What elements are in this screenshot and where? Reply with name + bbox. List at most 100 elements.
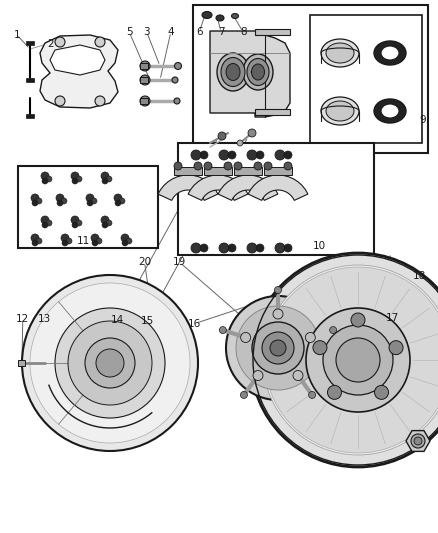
Circle shape xyxy=(256,244,264,252)
Polygon shape xyxy=(406,431,430,451)
Circle shape xyxy=(55,37,65,47)
Bar xyxy=(26,41,34,45)
Circle shape xyxy=(275,287,282,294)
Bar xyxy=(26,78,34,82)
Circle shape xyxy=(102,222,108,228)
Circle shape xyxy=(106,176,112,182)
Bar xyxy=(26,114,34,118)
Ellipse shape xyxy=(232,13,239,19)
Circle shape xyxy=(76,176,82,182)
Circle shape xyxy=(330,327,337,334)
Polygon shape xyxy=(40,35,118,108)
Circle shape xyxy=(41,172,49,180)
Circle shape xyxy=(57,200,63,206)
Circle shape xyxy=(22,275,198,451)
Circle shape xyxy=(30,283,190,443)
Circle shape xyxy=(219,150,229,160)
Circle shape xyxy=(336,338,380,382)
Bar xyxy=(178,143,374,255)
Text: 10: 10 xyxy=(313,241,326,251)
Circle shape xyxy=(256,151,264,159)
Bar xyxy=(310,15,422,143)
Ellipse shape xyxy=(202,12,212,19)
Ellipse shape xyxy=(217,53,249,91)
Circle shape xyxy=(313,341,327,354)
Bar xyxy=(193,5,428,153)
Circle shape xyxy=(228,151,236,159)
Circle shape xyxy=(194,162,202,170)
Circle shape xyxy=(247,150,257,160)
Circle shape xyxy=(351,313,365,327)
Circle shape xyxy=(284,244,292,252)
Circle shape xyxy=(284,162,292,170)
Circle shape xyxy=(56,194,64,202)
Circle shape xyxy=(219,243,229,253)
Circle shape xyxy=(101,172,109,180)
Ellipse shape xyxy=(326,43,354,63)
Circle shape xyxy=(265,267,438,453)
Circle shape xyxy=(253,370,263,381)
Circle shape xyxy=(252,322,304,374)
Circle shape xyxy=(114,194,122,202)
Circle shape xyxy=(95,96,105,106)
Circle shape xyxy=(411,434,425,448)
Circle shape xyxy=(71,172,79,180)
Circle shape xyxy=(218,132,226,140)
Circle shape xyxy=(61,234,69,242)
Circle shape xyxy=(414,437,422,445)
Circle shape xyxy=(389,341,403,354)
Ellipse shape xyxy=(381,104,399,118)
Text: 4: 4 xyxy=(167,27,174,37)
Circle shape xyxy=(32,200,38,206)
Ellipse shape xyxy=(321,39,359,67)
Circle shape xyxy=(200,244,208,252)
Circle shape xyxy=(247,243,257,253)
Text: 20: 20 xyxy=(138,257,151,267)
Text: 16: 16 xyxy=(188,319,201,328)
Circle shape xyxy=(140,75,150,85)
Circle shape xyxy=(240,333,251,343)
Circle shape xyxy=(31,234,39,242)
Circle shape xyxy=(248,129,256,137)
Circle shape xyxy=(106,220,112,226)
Circle shape xyxy=(91,198,97,204)
Text: 14: 14 xyxy=(111,315,124,325)
Circle shape xyxy=(270,340,286,356)
Bar xyxy=(140,77,148,83)
Text: 11: 11 xyxy=(77,236,90,246)
Circle shape xyxy=(92,240,98,246)
Bar xyxy=(255,29,290,35)
Circle shape xyxy=(122,240,128,246)
Text: 7: 7 xyxy=(218,27,225,37)
Circle shape xyxy=(226,296,330,400)
Circle shape xyxy=(251,253,438,467)
Circle shape xyxy=(174,62,181,69)
Text: 8: 8 xyxy=(240,27,247,37)
Circle shape xyxy=(284,151,292,159)
Circle shape xyxy=(86,194,94,202)
Circle shape xyxy=(174,162,182,170)
Circle shape xyxy=(374,385,389,399)
Ellipse shape xyxy=(326,101,354,121)
Text: 3: 3 xyxy=(143,27,150,37)
Circle shape xyxy=(323,325,393,395)
Circle shape xyxy=(293,370,303,381)
Text: 5: 5 xyxy=(126,27,133,37)
Circle shape xyxy=(219,327,226,334)
Text: 12: 12 xyxy=(16,314,29,324)
Circle shape xyxy=(140,61,150,71)
Circle shape xyxy=(95,37,105,47)
Text: 15: 15 xyxy=(141,316,154,326)
Circle shape xyxy=(91,234,99,242)
Circle shape xyxy=(76,220,82,226)
Text: 1: 1 xyxy=(13,30,20,39)
Circle shape xyxy=(102,178,108,184)
Circle shape xyxy=(32,240,38,246)
Polygon shape xyxy=(218,175,278,200)
Circle shape xyxy=(31,194,39,202)
Circle shape xyxy=(275,243,285,253)
Bar xyxy=(18,166,158,248)
Circle shape xyxy=(61,198,67,204)
Circle shape xyxy=(306,308,410,412)
Text: 18: 18 xyxy=(413,271,426,280)
